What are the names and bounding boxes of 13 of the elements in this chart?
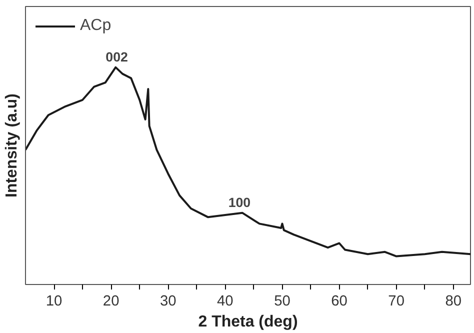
- x-tick-label: 80: [445, 294, 462, 310]
- annotation: 002: [106, 49, 128, 64]
- y-axis-title: Intensity (a.u): [4, 93, 20, 198]
- x-tick-label: 20: [102, 294, 120, 310]
- x-tick-label: 10: [46, 294, 62, 310]
- x-tick-label: 70: [388, 294, 404, 310]
- annotation: 100: [228, 194, 251, 210]
- x-tick-label: 30: [160, 294, 176, 310]
- x-tick-label: 50: [274, 294, 290, 310]
- legend-label: ACp: [80, 17, 112, 35]
- x-axis-title: 2 Theta (deg): [198, 314, 298, 330]
- x-tick-label: 40: [217, 294, 234, 310]
- x-tick-label: 60: [331, 294, 348, 310]
